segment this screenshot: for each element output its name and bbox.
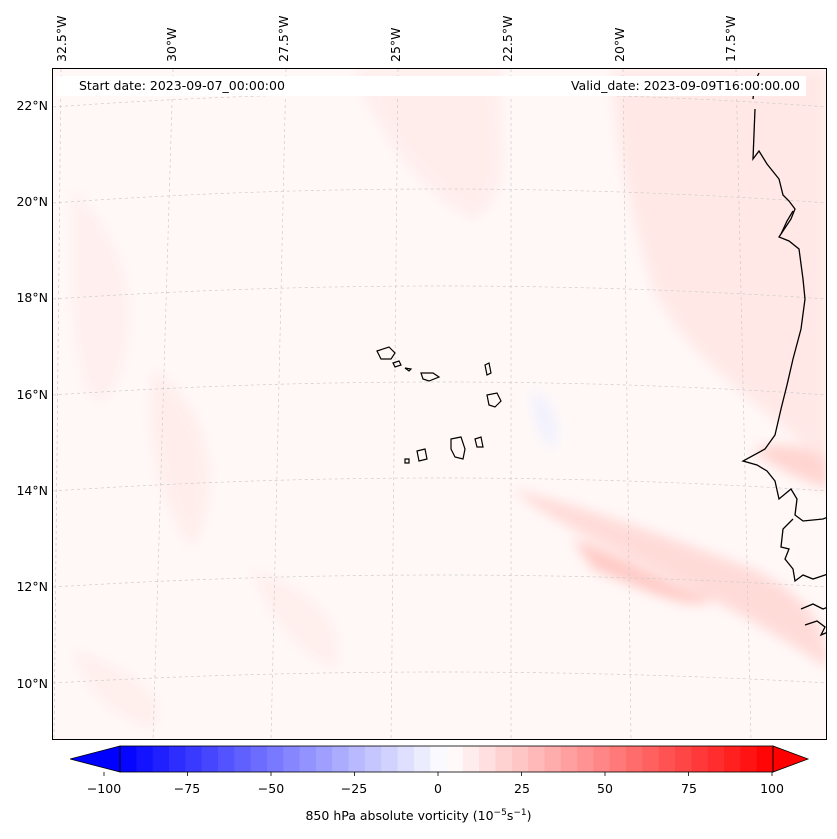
colorbar-cell bbox=[511, 746, 529, 772]
colorbar-cell bbox=[348, 746, 366, 772]
lon-label-22-5w: 22.5°W bbox=[500, 15, 515, 62]
lat-label-18n: 18°N bbox=[16, 290, 48, 305]
colorbar-cell bbox=[707, 746, 725, 772]
vorticity-field bbox=[73, 69, 826, 729]
colorbar-label: 850 hPa absolute vorticity (10−5s−1) bbox=[305, 808, 532, 824]
cb-tick-m75: −75 bbox=[173, 781, 201, 796]
colorbar-cell bbox=[675, 746, 692, 772]
cb-tick-100: 100 bbox=[760, 781, 784, 796]
colorbar bbox=[70, 745, 810, 776]
lon-label-20w: 20°W bbox=[612, 27, 627, 62]
cb-tick-25: 25 bbox=[514, 781, 530, 796]
colorbar-cell bbox=[152, 746, 170, 772]
colorbar-cell bbox=[120, 746, 137, 772]
colorbar-cell bbox=[740, 746, 758, 772]
colorbar-cell bbox=[234, 746, 252, 772]
colorbar-cell bbox=[724, 746, 741, 772]
colorbar-ticks bbox=[103, 772, 773, 776]
start-date-label: Start date: 2023-09-07_00:00:00 bbox=[79, 78, 285, 93]
map-frame bbox=[52, 68, 827, 740]
colorbar-cell bbox=[626, 746, 643, 772]
vorticity-map bbox=[53, 69, 826, 739]
lon-label-30w: 30°W bbox=[164, 27, 179, 62]
valid-date-label: Valid_date: 2023-09-09T16:00:00.00 bbox=[570, 78, 800, 93]
lat-label-16n: 16°N bbox=[16, 387, 48, 402]
cb-tick-50: 50 bbox=[597, 781, 613, 796]
colorbar-cells bbox=[120, 746, 774, 772]
colorbar-cell bbox=[756, 746, 774, 772]
lon-label-25w: 25°W bbox=[388, 27, 403, 62]
cb-tick-0: 0 bbox=[434, 781, 442, 796]
cape-verde-islands bbox=[376, 346, 502, 464]
colorbar-cell bbox=[593, 746, 611, 772]
colorbar-min-arrow bbox=[70, 745, 121, 773]
colorbar-cell bbox=[430, 746, 447, 772]
colorbar-cell bbox=[658, 746, 676, 772]
colorbar-cell bbox=[544, 746, 562, 772]
colorbar-cell bbox=[299, 746, 317, 772]
lon-label-17-5w: 17.5°W bbox=[723, 15, 738, 62]
colorbar-cell bbox=[462, 746, 480, 772]
colorbar-cell bbox=[528, 746, 545, 772]
colorbar-cell bbox=[185, 746, 203, 772]
colorbar-cell bbox=[381, 746, 399, 772]
cb-tick-75: 75 bbox=[681, 781, 697, 796]
colorbar-cell bbox=[691, 746, 709, 772]
colorbar-cell bbox=[495, 746, 513, 772]
colorbar-cell bbox=[364, 746, 382, 772]
colorbar-cell bbox=[642, 746, 660, 772]
colorbar-cell bbox=[413, 746, 431, 772]
colorbar-cell bbox=[201, 746, 219, 772]
info-bar bbox=[56, 76, 806, 96]
colorbar-cell bbox=[136, 746, 154, 772]
cb-tick-m50: −50 bbox=[257, 781, 285, 796]
colorbar-cell bbox=[250, 746, 268, 772]
colorbar-cell bbox=[217, 746, 235, 772]
colorbar-cell bbox=[332, 746, 350, 772]
colorbar-cell bbox=[397, 746, 415, 772]
colorbar-cell bbox=[609, 746, 627, 772]
colorbar-cell bbox=[446, 746, 464, 772]
lat-label-12n: 12°N bbox=[16, 579, 48, 594]
lat-label-14n: 14°N bbox=[16, 483, 48, 498]
cb-tick-m25: −25 bbox=[340, 781, 368, 796]
colorbar-cell bbox=[577, 746, 594, 772]
cb-tick-m100: −100 bbox=[86, 781, 122, 796]
colorbar-cell bbox=[168, 746, 186, 772]
graticule bbox=[53, 69, 826, 739]
colorbar-cell bbox=[560, 746, 578, 772]
colorbar-outline bbox=[119, 745, 774, 773]
lon-label-32-5w: 32.5°W bbox=[54, 15, 69, 62]
colorbar-cell bbox=[479, 746, 496, 772]
colorbar-cell bbox=[283, 746, 301, 772]
colorbar-cell bbox=[315, 746, 333, 772]
colorbar-max-arrow bbox=[772, 745, 810, 773]
lon-label-27-5w: 27.5°W bbox=[276, 15, 291, 62]
lat-label-10n: 10°N bbox=[16, 676, 48, 691]
lat-label-22n: 22°N bbox=[16, 98, 48, 113]
lat-label-20n: 20°N bbox=[16, 194, 48, 209]
colorbar-cell bbox=[266, 746, 284, 772]
